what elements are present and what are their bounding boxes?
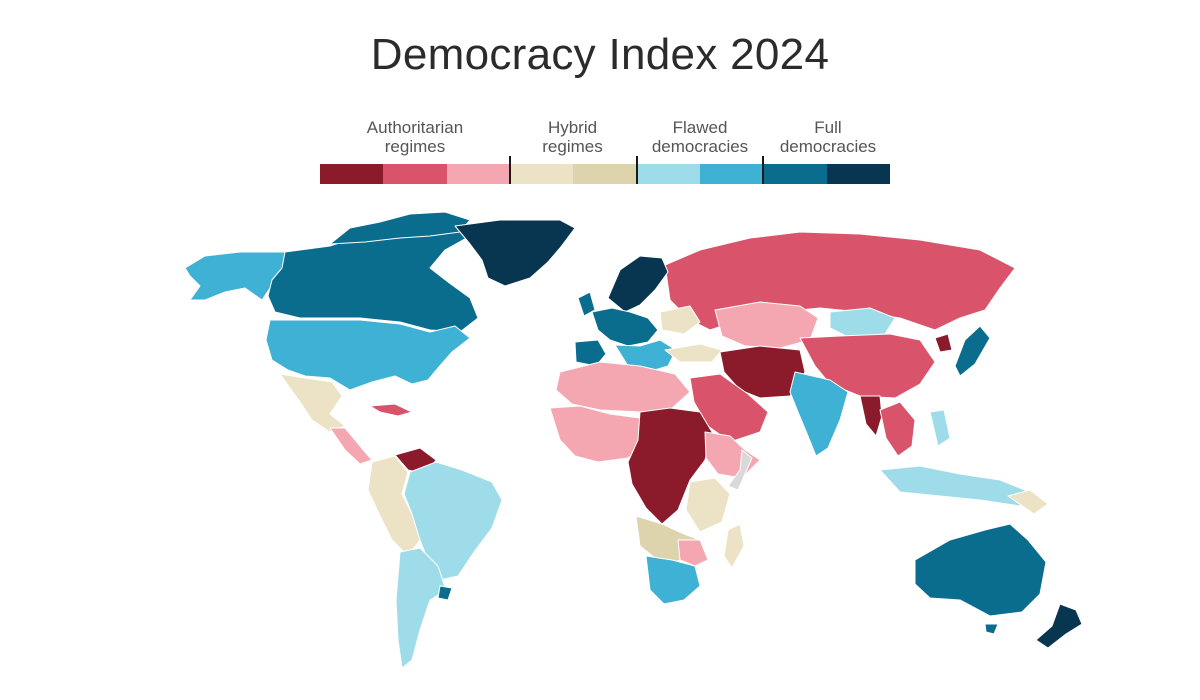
legend-label-hybrid: Hybrid regimes — [542, 118, 603, 156]
region-southeast-asia — [879, 401, 916, 457]
region-central-africa — [627, 407, 713, 525]
region-uk — [577, 291, 596, 317]
legend-divider-2 — [636, 156, 638, 184]
region-central-america — [329, 427, 373, 465]
chart-title: Democracy Index 2024 — [370, 30, 830, 79]
legend-label-authoritarian: Authoritarian regimes — [366, 118, 464, 156]
region-uruguay — [437, 585, 453, 601]
region-greenland — [454, 219, 576, 287]
region-canada — [267, 225, 479, 333]
region-western-europe — [591, 307, 659, 347]
legend-divider-1 — [509, 156, 511, 184]
region-tasmania — [984, 623, 999, 635]
legend-swatch-flawed-1 — [636, 164, 700, 184]
region-zimbabwe-mozambique — [677, 539, 709, 567]
legend-label-flawed: Flawed democracies — [651, 118, 749, 156]
region-cuba — [369, 403, 413, 417]
region-eastern-europe — [659, 305, 701, 335]
region-myanmar — [859, 395, 883, 437]
region-turkey — [664, 343, 723, 363]
region-japan — [954, 325, 991, 377]
region-arabia — [689, 373, 769, 443]
region-somalia — [727, 449, 753, 491]
legend-label-full: Full democracies — [779, 118, 877, 156]
region-usa — [265, 319, 471, 391]
region-north-korea — [934, 333, 953, 353]
region-iberia — [574, 339, 607, 367]
legend-divider-3 — [762, 156, 764, 184]
region-southern-africa — [645, 555, 701, 605]
region-indonesia — [879, 465, 1031, 507]
region-north-africa — [555, 361, 691, 413]
region-india — [789, 371, 849, 457]
legend-swatch-full-1 — [763, 164, 827, 184]
legend-swatch-authoritarian-1 — [320, 164, 384, 184]
legend-swatch-flawed-2 — [699, 164, 764, 184]
region-australia — [914, 523, 1047, 617]
region-horn-of-africa — [704, 431, 761, 479]
legend-swatch-full-2 — [826, 164, 890, 184]
legend-swatch-hybrid-1 — [509, 164, 574, 184]
region-canada-arctic — [329, 211, 471, 245]
region-mexico — [279, 373, 346, 433]
region-alaska — [184, 251, 291, 301]
legend-color-scale — [320, 164, 890, 184]
region-philippines — [929, 409, 951, 447]
legend-swatch-hybrid-2 — [573, 164, 637, 184]
region-brazil — [403, 461, 503, 581]
region-iran-afghanistan — [719, 345, 806, 399]
legend-swatch-authoritarian-3 — [446, 164, 510, 184]
region-east-africa — [685, 477, 731, 533]
region-png — [1007, 489, 1049, 515]
region-madagascar — [723, 523, 745, 569]
region-new-zealand — [1035, 603, 1083, 649]
legend-swatch-authoritarian-2 — [383, 164, 447, 184]
region-southern-cone — [395, 547, 447, 669]
region-nordics — [607, 255, 669, 313]
